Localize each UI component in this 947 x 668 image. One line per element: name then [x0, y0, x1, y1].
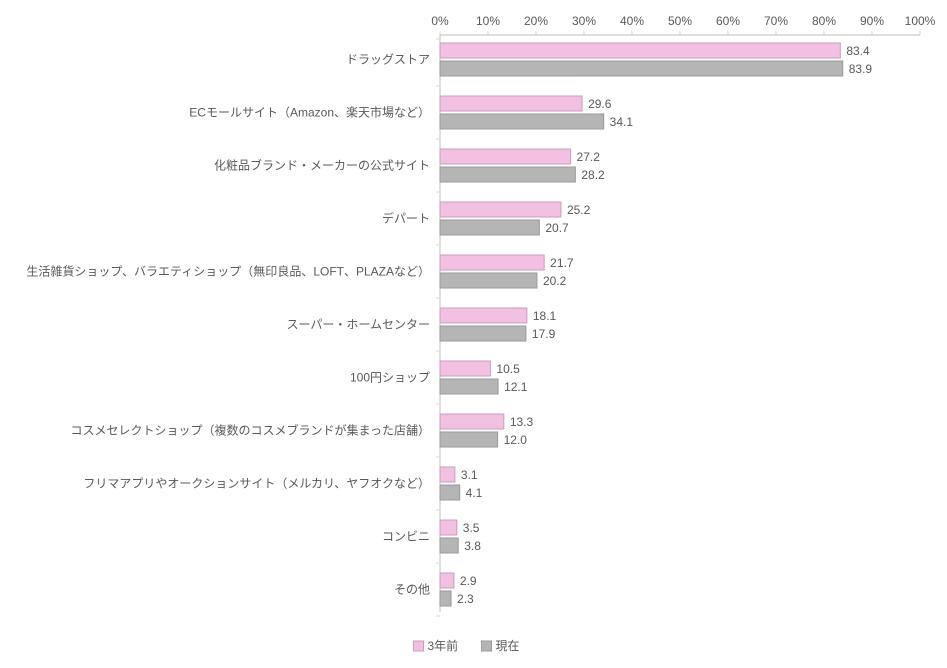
bar-now — [440, 326, 526, 341]
value-label: 12.1 — [504, 380, 528, 394]
bar-three_years_ago — [440, 149, 571, 164]
bar-three_years_ago — [440, 43, 840, 58]
x-axis: 0% 10% 20% 30% 40% 50% 60% 70% 80% 90% 100% — [431, 14, 935, 35]
x-tick-label: 50% — [668, 14, 692, 28]
value-label: 2.9 — [460, 574, 477, 588]
value-label: 34.1 — [610, 115, 634, 129]
value-label: 10.5 — [496, 362, 520, 376]
category-label: フリマアプリやオークションサイト（メルカリ、ヤフオクなど） — [83, 477, 430, 491]
category-label: コンビニ — [382, 530, 430, 544]
value-label: 4.1 — [466, 486, 483, 500]
value-label: 28.2 — [581, 168, 605, 182]
value-label: 18.1 — [533, 309, 557, 323]
bar-three_years_ago — [440, 255, 544, 270]
bar-now — [440, 485, 460, 500]
x-tick-label: 70% — [764, 14, 788, 28]
x-tick-label: 60% — [716, 14, 740, 28]
bar-three_years_ago — [440, 308, 527, 323]
x-tick-label: 20% — [524, 14, 548, 28]
chart-svg: 0% 10% 20% 30% 40% 50% 60% 70% 80% 90% 100% ドラッグストア… — [0, 0, 947, 668]
x-tick-label: 0% — [431, 14, 449, 28]
value-label: 3.5 — [463, 521, 480, 535]
value-label: 27.2 — [577, 150, 601, 164]
value-label: 20.2 — [543, 274, 567, 288]
chart-container: 0% 10% 20% 30% 40% 50% 60% 70% 80% 90% 100% ドラッグストア… — [0, 0, 947, 668]
x-tick-label: 10% — [476, 14, 500, 28]
value-label: 83.4 — [846, 44, 870, 58]
category-label: ドラッグストア — [346, 53, 430, 67]
value-label: 3.8 — [464, 539, 481, 553]
value-label: 25.2 — [567, 203, 591, 217]
category-label: 化粧品ブランド・メーカーの公式サイト — [214, 158, 430, 173]
category-label: デパート — [382, 211, 430, 226]
bar-three_years_ago — [440, 96, 582, 111]
x-tick-label: 100% — [905, 14, 936, 28]
value-label: 21.7 — [550, 256, 574, 270]
bar-three_years_ago — [440, 361, 490, 376]
bar-now — [440, 432, 498, 447]
legend: 3年前 現在 — [414, 638, 520, 653]
value-label: 13.3 — [510, 415, 534, 429]
bar-now — [440, 273, 537, 288]
x-tick-label: 80% — [812, 14, 836, 28]
category-label: 100円ショップ — [350, 371, 430, 385]
bar-now — [440, 61, 843, 76]
legend-label: 現在 — [496, 639, 520, 653]
value-label: 12.0 — [504, 433, 528, 447]
legend-swatch — [482, 641, 492, 651]
bar-now — [440, 379, 498, 394]
category-label: 生活雑貨ショップ、バラエティショップ（無印良品、LOFT、PLAZAなど） — [26, 264, 430, 279]
bar-three_years_ago — [440, 414, 504, 429]
value-label: 20.7 — [545, 221, 569, 235]
bar-now — [440, 114, 604, 129]
bar-three_years_ago — [440, 573, 454, 588]
bar-now — [440, 167, 575, 182]
bar-now — [440, 591, 451, 606]
value-label: 2.3 — [457, 592, 474, 606]
bar-now — [440, 538, 458, 553]
legend-label: 3年前 — [428, 638, 459, 653]
value-label: 83.9 — [849, 62, 873, 76]
bars-group: ドラッグストア 83.4 83.9 ECモールサイト（Amazon、楽天市場など） 29… — [26, 43, 872, 606]
category-label: コスメセレクトショップ（複数のコスメブランドが集まった店舗） — [70, 423, 430, 438]
bar-three_years_ago — [440, 467, 455, 482]
x-tick-label: 30% — [572, 14, 596, 28]
value-label: 3.1 — [461, 468, 478, 482]
bar-three_years_ago — [440, 202, 561, 217]
value-label: 29.6 — [588, 97, 612, 111]
legend-swatch — [414, 641, 424, 651]
value-label: 17.9 — [532, 327, 556, 341]
bar-three_years_ago — [440, 520, 457, 535]
category-label: その他 — [394, 583, 430, 597]
category-label: ECモールサイト（Amazon、楽天市場など） — [189, 105, 430, 120]
category-label: スーパー・ホームセンター — [286, 318, 430, 332]
x-tick-label: 90% — [860, 14, 884, 28]
bar-now — [440, 220, 539, 235]
x-tick-label: 40% — [620, 14, 644, 28]
